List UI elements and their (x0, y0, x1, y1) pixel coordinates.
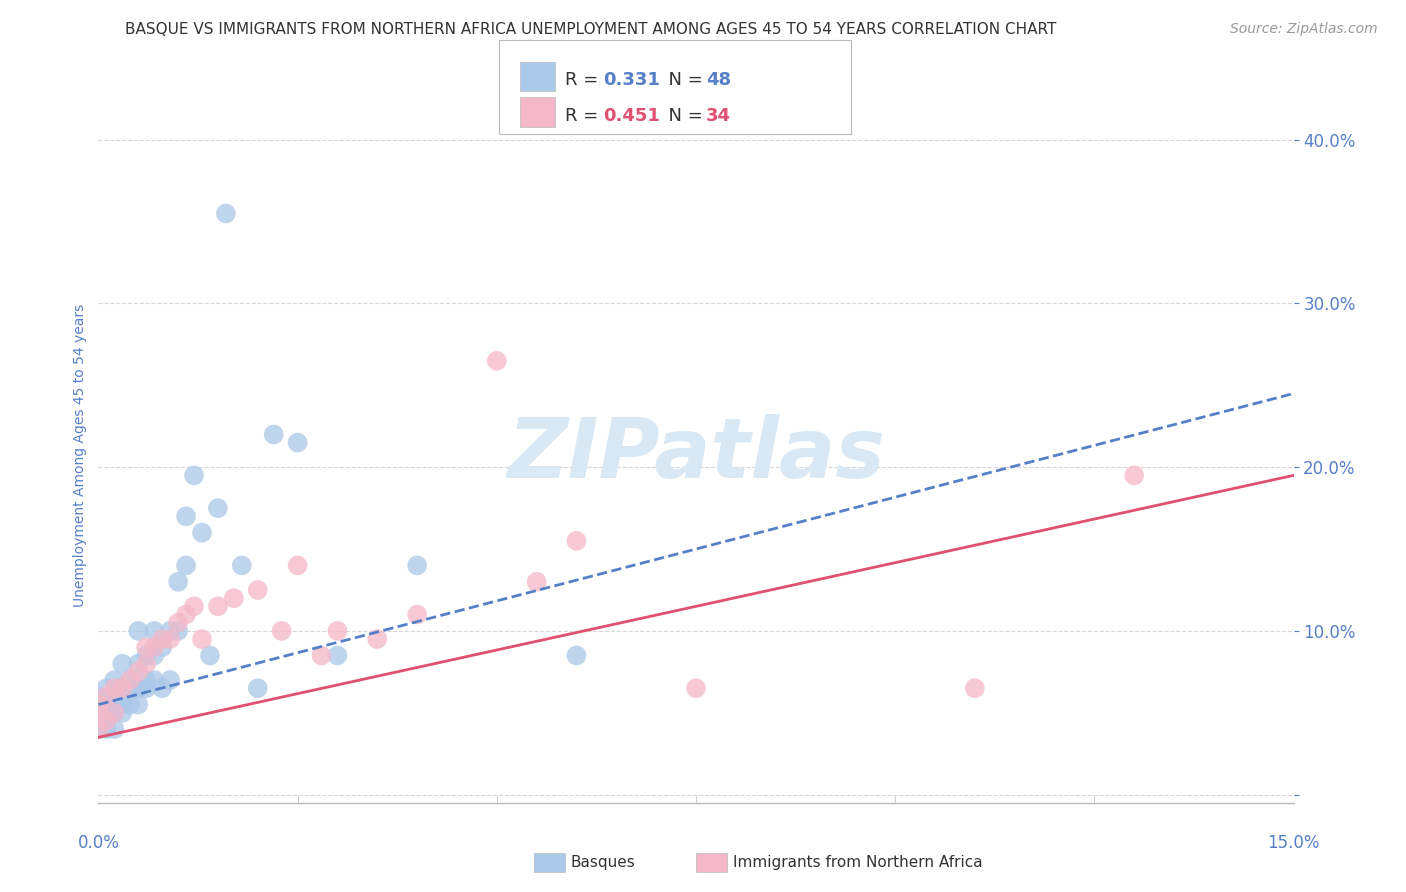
Text: Immigrants from Northern Africa: Immigrants from Northern Africa (733, 855, 983, 870)
Point (111, 657, 134, 671)
Point (159, 632, 181, 646)
Point (103, 681, 125, 696)
Point (96, 690, 118, 704)
Point (87, 698, 110, 712)
Point (167, 624, 190, 638)
Point (246, 582, 269, 597)
Point (87, 706, 110, 720)
Point (111, 706, 134, 720)
Point (135, 640, 157, 655)
Point (485, 353, 508, 368)
Point (183, 468, 205, 483)
Point (111, 681, 134, 696)
Point (96, 681, 118, 696)
Text: 34: 34 (706, 107, 731, 125)
Point (174, 607, 197, 622)
Point (246, 681, 269, 696)
Point (135, 673, 157, 687)
Point (103, 673, 125, 687)
Point (127, 681, 149, 696)
Point (87, 706, 110, 720)
Point (287, 558, 309, 573)
Point (120, 673, 142, 687)
Point (685, 681, 707, 696)
Text: N =: N = (657, 107, 709, 125)
Point (143, 648, 166, 663)
Point (120, 673, 142, 687)
Point (174, 558, 197, 573)
Text: Source: ZipAtlas.com: Source: ZipAtlas.com (1230, 22, 1378, 37)
Point (167, 615, 190, 630)
Point (406, 607, 429, 622)
Point (87, 722, 110, 736)
Point (526, 574, 548, 589)
Text: 15.0%: 15.0% (1267, 834, 1320, 852)
Text: ZIPatlas: ZIPatlas (508, 415, 884, 495)
Point (159, 673, 181, 687)
Point (183, 599, 205, 614)
Point (191, 525, 214, 540)
Point (159, 624, 181, 638)
Point (103, 698, 125, 712)
Point (96, 698, 118, 712)
Point (191, 632, 214, 646)
Point (215, 206, 238, 220)
Point (87, 690, 110, 704)
Point (96, 706, 118, 720)
Point (565, 648, 588, 663)
Point (326, 648, 349, 663)
Point (127, 665, 149, 679)
Point (111, 681, 134, 696)
Point (270, 624, 292, 638)
Point (120, 681, 142, 696)
Point (127, 657, 149, 671)
Point (135, 648, 157, 663)
Point (311, 648, 333, 663)
Point (143, 673, 166, 687)
Point (103, 706, 125, 720)
Text: 0.0%: 0.0% (77, 834, 120, 852)
Text: R =: R = (565, 107, 605, 125)
Point (287, 435, 309, 450)
Point (103, 722, 125, 736)
Text: R =: R = (565, 71, 605, 89)
Text: Basques: Basques (571, 855, 636, 870)
Point (231, 558, 253, 573)
Text: 0.451: 0.451 (603, 107, 659, 125)
Point (135, 657, 157, 671)
Point (150, 640, 173, 655)
Point (127, 698, 149, 712)
Point (120, 698, 142, 712)
Point (207, 501, 229, 516)
Point (174, 509, 197, 524)
Point (150, 632, 173, 646)
Point (222, 591, 245, 606)
Point (87, 722, 110, 736)
Point (111, 698, 134, 712)
Point (565, 533, 588, 548)
Point (143, 624, 166, 638)
Text: 0.331: 0.331 (603, 71, 659, 89)
Point (1123, 468, 1146, 483)
Point (135, 681, 157, 696)
Point (127, 624, 149, 638)
Point (198, 648, 221, 663)
Point (263, 427, 285, 442)
Text: N =: N = (657, 71, 709, 89)
Point (366, 632, 388, 646)
Point (103, 706, 125, 720)
Point (406, 558, 429, 573)
Point (150, 681, 173, 696)
Point (207, 599, 229, 614)
Text: BASQUE VS IMMIGRANTS FROM NORTHERN AFRICA UNEMPLOYMENT AMONG AGES 45 TO 54 YEARS: BASQUE VS IMMIGRANTS FROM NORTHERN AFRIC… (125, 22, 1056, 37)
Point (167, 574, 190, 589)
Point (143, 640, 166, 655)
Text: 48: 48 (706, 71, 731, 89)
Point (963, 681, 986, 696)
Y-axis label: Unemployment Among Ages 45 to 54 years: Unemployment Among Ages 45 to 54 years (73, 303, 87, 607)
Point (326, 624, 349, 638)
Point (96, 714, 118, 728)
Point (96, 722, 118, 736)
